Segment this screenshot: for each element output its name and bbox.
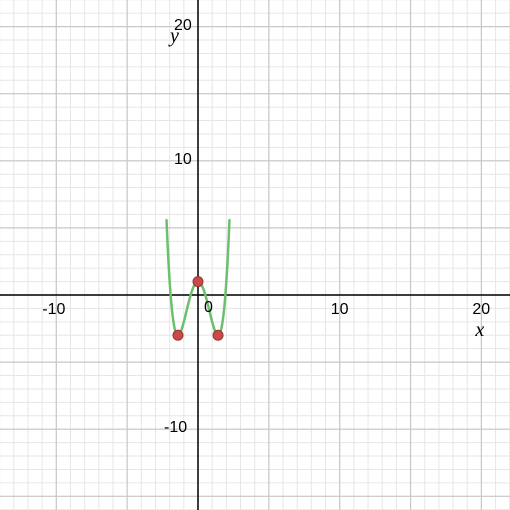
origin-label: 0 <box>204 299 213 317</box>
y-tick-20: 20 <box>174 17 192 35</box>
critical-point-0 <box>173 330 183 340</box>
y-tick-10: 10 <box>174 151 192 169</box>
x-tick-20: 20 <box>472 301 490 319</box>
y-tick-neg10: -10 <box>164 419 187 437</box>
plot-svg <box>0 0 510 510</box>
critical-point-2 <box>213 330 223 340</box>
quartic-plot: x y -10 10 20 -10 10 20 0 <box>0 0 510 510</box>
x-axis-label: x <box>475 319 484 342</box>
critical-point-1 <box>193 277 203 287</box>
x-tick-10: 10 <box>331 301 349 319</box>
x-tick-neg10: -10 <box>42 301 65 319</box>
